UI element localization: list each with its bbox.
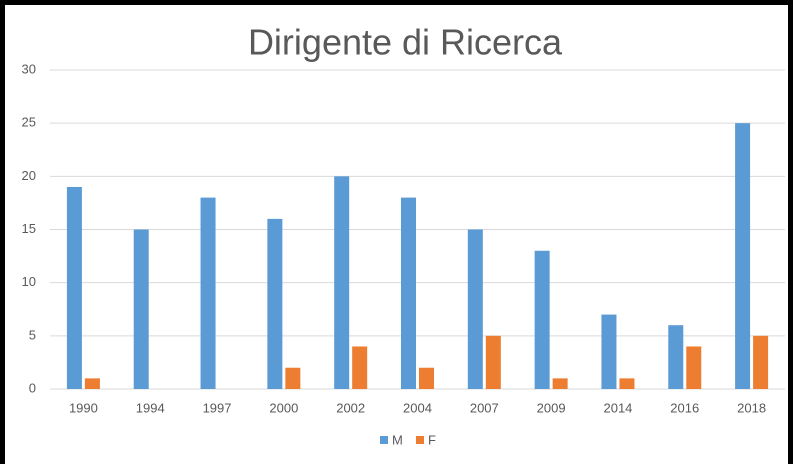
bar [467, 229, 483, 389]
legend-label: F [428, 432, 436, 447]
x-tick-label: 2004 [403, 400, 432, 415]
bar [668, 325, 684, 389]
bar [534, 250, 550, 389]
x-tick-label: 2002 [336, 400, 365, 415]
y-tick-label: 30 [22, 61, 36, 76]
bar [352, 346, 368, 389]
bar [401, 197, 416, 389]
bar [200, 197, 216, 389]
chart-title: Dirigente di Ricerca [248, 22, 563, 63]
bar [753, 335, 769, 389]
legend-label: M [392, 432, 403, 447]
bar [285, 367, 301, 389]
bar [619, 378, 635, 389]
bar [66, 186, 82, 389]
bar [84, 378, 100, 389]
y-tick-label: 25 [22, 115, 36, 130]
x-tick-label: 2007 [470, 400, 499, 415]
bar [485, 335, 501, 389]
bar [601, 314, 617, 389]
bar [133, 229, 149, 389]
bar [686, 346, 702, 389]
bar [552, 378, 568, 389]
x-tick-label: 1994 [136, 400, 165, 415]
x-tick-label: 2016 [670, 400, 699, 415]
bar [334, 176, 350, 389]
bar [267, 218, 283, 389]
chart-area [5, 5, 788, 464]
y-tick-label: 15 [22, 221, 36, 236]
x-tick-label: 1997 [203, 400, 232, 415]
x-tick-label: 2000 [269, 400, 298, 415]
legend-swatch [380, 436, 388, 444]
y-tick-label: 20 [22, 168, 36, 183]
y-tick-label: 0 [29, 380, 36, 395]
x-tick-label: 2014 [603, 400, 632, 415]
bar [419, 367, 434, 389]
x-tick-label: 2018 [737, 400, 766, 415]
bar [735, 123, 751, 390]
y-tick-label: 10 [22, 274, 36, 289]
x-tick-label: 1990 [69, 400, 98, 415]
x-tick-label: 2009 [537, 400, 566, 415]
legend-swatch [416, 436, 424, 444]
y-tick-label: 5 [29, 327, 36, 342]
